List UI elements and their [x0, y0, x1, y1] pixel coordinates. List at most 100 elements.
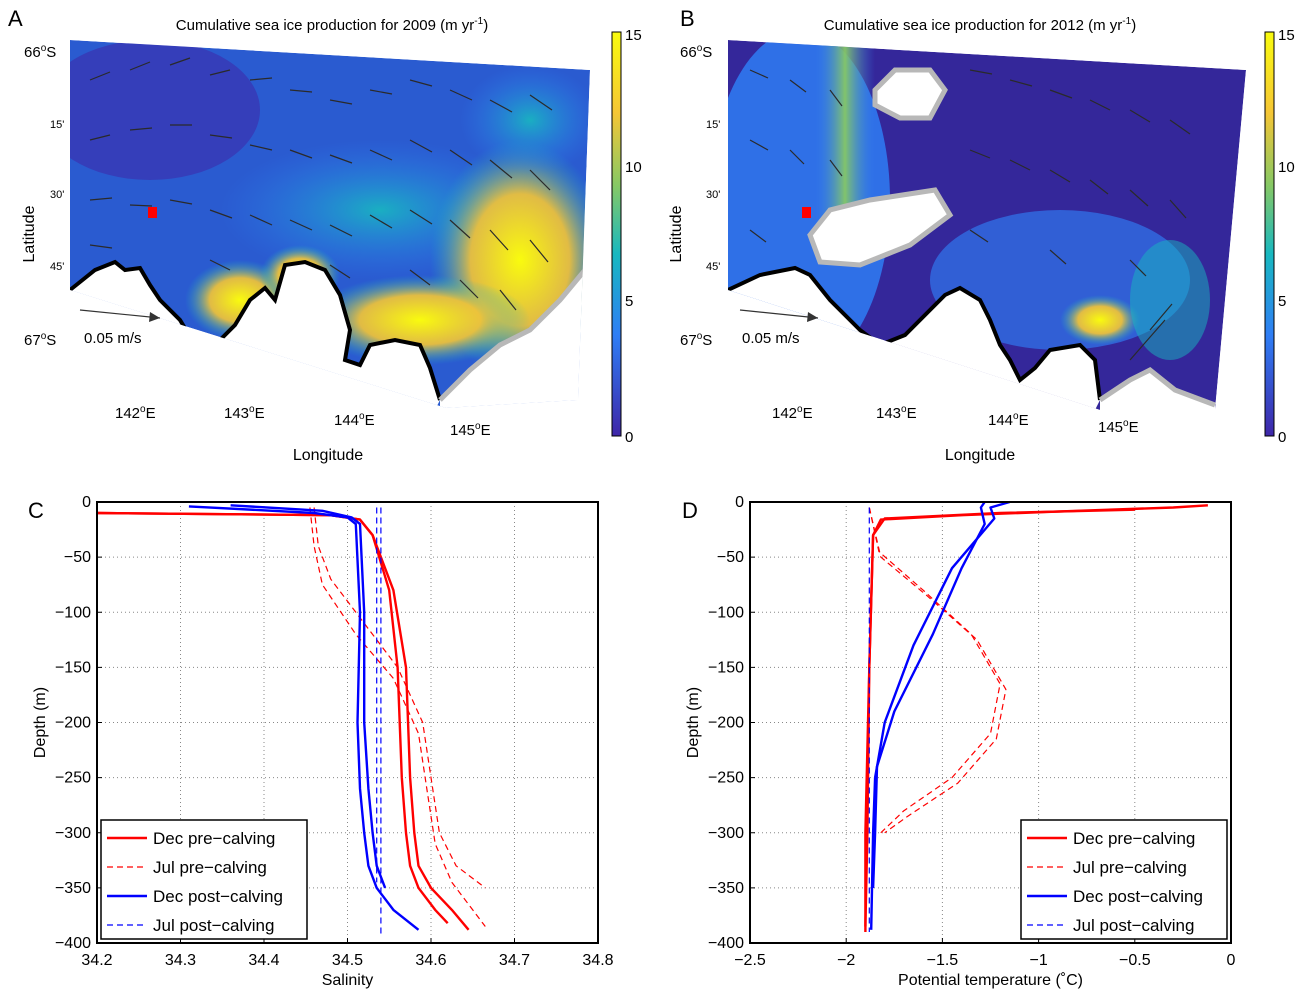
panel-d-x-tick-label: −0.5 — [1119, 952, 1151, 969]
panel-d-y-tick-label: −150 — [708, 659, 744, 676]
panel-d-series-line — [864, 508, 1135, 927]
panel-c-y-axis-label: Depth (m) — [32, 687, 49, 758]
svg-text:142oE: 142oE — [115, 404, 156, 422]
panel-c-y-tick-label: −150 — [55, 659, 91, 676]
svg-text:10: 10 — [625, 159, 642, 176]
svg-text:5: 5 — [625, 293, 633, 310]
panel-d-plot-frame — [749, 501, 1232, 944]
panel-d-legend-label: Jul post−calving — [1073, 916, 1194, 935]
panel-a-title: Cumulative sea ice production for 2009 (… — [176, 16, 488, 34]
panel-d-y-tick-label: −250 — [708, 770, 744, 787]
panel-c-x-tick-label: 34.6 — [415, 952, 446, 969]
panel-c-series-line — [313, 507, 486, 889]
panel-c-x-tick-label: 34.3 — [165, 952, 196, 969]
panel-c-legend-box — [100, 819, 308, 940]
x-axis-label-b: Longitude — [945, 447, 1015, 464]
map-b — [728, 40, 1246, 410]
svg-text:15: 15 — [625, 27, 642, 44]
svg-text:67oS: 67oS — [680, 331, 712, 349]
svg-text:143oE: 143oE — [224, 404, 265, 422]
panel-c-y-tick-label: −300 — [55, 825, 91, 842]
panel-d-legend-label: Dec pre−calving — [1073, 829, 1195, 848]
panel-d-series-line — [868, 507, 1007, 834]
panel-d-y-tick-label: −100 — [708, 604, 744, 621]
scale-arrow-b — [739, 309, 819, 319]
lon-ticks-a: 142oE 143oE 144oE 145oE — [115, 404, 491, 439]
scale-arrow-a — [79, 309, 161, 319]
panel-d-y-tick-label: −300 — [708, 825, 744, 842]
panel-c-y-tick-label: −200 — [55, 715, 91, 732]
panel-d-legend-box — [1020, 819, 1228, 940]
panel-c-y-tick-label: −100 — [55, 604, 91, 621]
panel-c-x-axis-label: Salinity — [322, 972, 374, 989]
panel-c-y-tick-label: −50 — [64, 549, 91, 566]
panel-d-y-tick-label: −400 — [708, 935, 744, 952]
colorbar-b: 15 10 5 0 — [1264, 27, 1295, 446]
svg-text:5: 5 — [1278, 293, 1286, 310]
svg-text:145oE: 145oE — [450, 421, 491, 439]
scale-arrow-label-b: 0.05 m/s — [742, 330, 800, 347]
panel-d-legend: Dec pre−calving Jul pre−calving Dec post−c… — [1020, 819, 1228, 940]
x-axis-label-a: Longitude — [293, 447, 363, 464]
panel-c-legend-label: Dec post−calving — [153, 887, 283, 906]
svg-text:143oE: 143oE — [876, 404, 917, 422]
svg-text:15': 15' — [50, 119, 64, 131]
svg-text:0: 0 — [625, 429, 633, 446]
panel-d-legend-label: Jul pre−calving — [1073, 858, 1187, 877]
panel-c-y-tick-label: 0 — [82, 494, 91, 511]
y-axis-label-a: Latitude — [21, 205, 38, 262]
panel-b-title: Cumulative sea ice production for 2012 (… — [824, 16, 1136, 34]
panel-c-series-line — [230, 504, 387, 889]
panel-c: 34.2 34.3 34.4 34.5 34.6 34.7 34.8 0 −50 −100 −150… — [32, 494, 614, 989]
scale-arrow-label-a: 0.05 m/s — [84, 330, 142, 347]
panel-d-y-tick-label: −200 — [708, 715, 744, 732]
panel-d-y-axis-label: Depth (m) — [685, 687, 702, 758]
panel-d-legend-label: Dec post−calving — [1073, 887, 1203, 906]
panel-c-y-tick-label: −400 — [55, 935, 91, 952]
colorbar-a: 15 10 5 0 — [611, 27, 642, 446]
panel-d-series-line — [864, 504, 1208, 932]
panel-d-x-tick-label: 0 — [1227, 952, 1236, 969]
svg-text:144oE: 144oE — [988, 411, 1029, 429]
panel-d-x-tick-label: −2 — [837, 952, 855, 969]
panel-d-x-tick-label: −2.5 — [734, 952, 766, 969]
svg-text:66oS: 66oS — [680, 43, 712, 61]
panel-d-series-line — [868, 507, 1001, 834]
svg-text:10: 10 — [1278, 159, 1295, 176]
panel-c-series-line — [188, 505, 420, 931]
lat-ticks-b: 66oS 15' 30' 45' 67oS — [680, 43, 720, 349]
panel-c-y-tick-label: −250 — [55, 770, 91, 787]
svg-text:45': 45' — [50, 261, 64, 273]
lon-ticks-b: 142oE 143oE 144oE 145oE — [772, 404, 1139, 436]
panel-d-x-axis-label: Potential temperature (˚C) — [898, 972, 1083, 989]
panel-c-legend-label: Jul pre−calving — [153, 858, 267, 877]
panel-c-x-tick-label: 34.5 — [332, 952, 363, 969]
panel-c-x-tick-label: 34.8 — [582, 952, 613, 969]
panel-d-y-tick-label: −50 — [717, 549, 744, 566]
svg-text:15': 15' — [706, 119, 720, 131]
panel-d: −2.5 −2 −1.5 −1 −0.5 0 0 −50 −100 −150 −200 −250 −30… — [685, 494, 1236, 989]
lat-ticks-a: 66oS 15' 30' 45' 67oS — [24, 43, 64, 349]
panel-c-x-tick-label: 34.7 — [499, 952, 530, 969]
svg-text:66oS: 66oS — [24, 43, 56, 61]
panel-c-legend: Dec pre−calving Jul pre−calving Dec post−c… — [100, 819, 308, 940]
panel-letter-d: D — [682, 498, 698, 523]
svg-text:30': 30' — [50, 189, 64, 201]
panel-b: B Cumulative sea ice production for 2012… — [668, 6, 1295, 464]
panel-d-series-line — [871, 501, 986, 888]
panel-d-x-tick-label: −1.5 — [927, 952, 959, 969]
panel-a: A Cumulative sea ice production for 2009… — [8, 6, 642, 464]
svg-text:67oS: 67oS — [24, 331, 56, 349]
svg-text:0: 0 — [1278, 429, 1286, 446]
map-a — [70, 40, 590, 408]
y-axis-label-b: Latitude — [668, 205, 685, 262]
panel-c-y-tick-label: −350 — [55, 880, 91, 897]
svg-text:15: 15 — [1278, 27, 1295, 44]
velocity-field-a — [89, 57, 553, 311]
panel-d-y-tick-label: 0 — [735, 494, 744, 511]
panel-c-x-tick-label: 34.4 — [248, 952, 279, 969]
svg-text:145oE: 145oE — [1098, 418, 1139, 436]
panel-c-legend-label: Dec pre−calving — [153, 829, 275, 848]
svg-text:142oE: 142oE — [772, 404, 813, 422]
